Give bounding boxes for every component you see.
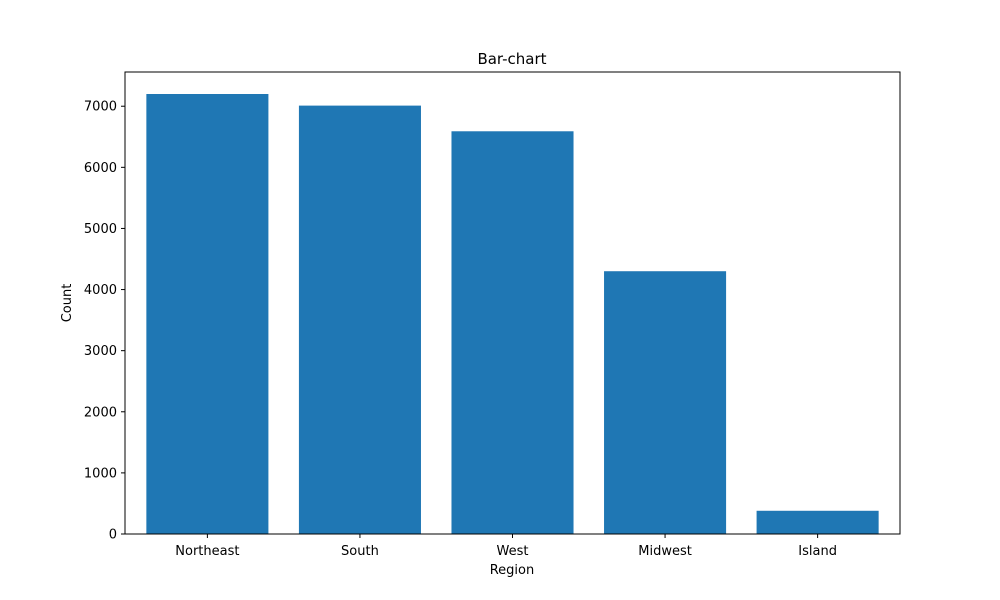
y-tick-label: 3000 — [84, 344, 117, 359]
bar-south — [298, 105, 421, 535]
y-tick-label: 4000 — [84, 283, 117, 298]
bar-midwest — [604, 271, 727, 534]
y-axis-label: Count — [60, 284, 75, 323]
bar-west — [451, 131, 574, 534]
x-tick-label: Midwest — [638, 544, 692, 559]
y-tick-label: 2000 — [84, 405, 117, 420]
x-tick-label: Island — [798, 544, 837, 559]
x-axis: Northeast South West Midwest Island — [175, 534, 837, 559]
y-axis: 0 1000 2000 3000 4000 5000 6000 7000 — [84, 100, 125, 543]
y-tick-label: 6000 — [84, 161, 117, 176]
y-tick-label: 1000 — [84, 466, 117, 481]
x-tick-label: West — [497, 544, 529, 559]
y-tick-label: 7000 — [84, 100, 117, 115]
bar-northeast — [146, 94, 269, 534]
x-tick-label: Northeast — [175, 544, 239, 559]
chart-title: Bar-chart — [477, 50, 546, 68]
x-tick-label: South — [341, 544, 379, 559]
y-tick-label: 5000 — [84, 222, 117, 237]
x-axis-label: Region — [490, 563, 535, 578]
y-tick-label: 0 — [109, 528, 117, 543]
bars-group — [146, 94, 879, 535]
bar-island — [756, 510, 879, 534]
